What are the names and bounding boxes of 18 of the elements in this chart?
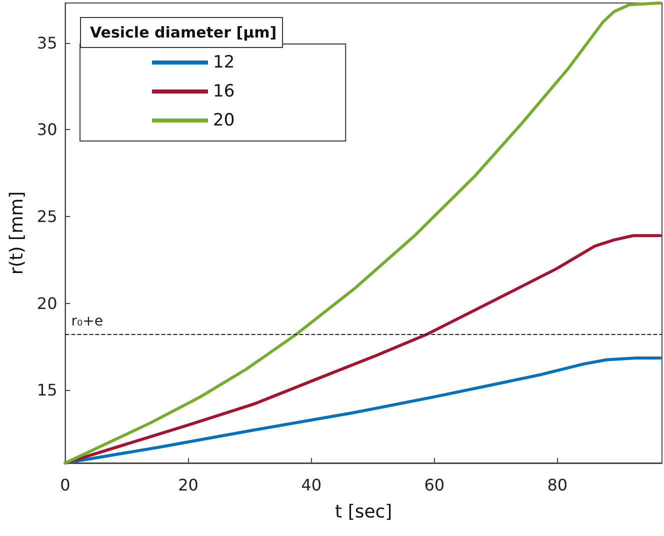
legend-title: Vesicle diameter [μm] [90,24,277,42]
x-tick-label: 0 [60,476,70,494]
legend-label: 20 [213,110,235,130]
x-axis-title: t [sec] [335,502,392,522]
legend-label: 12 [213,52,235,72]
y-tick-label: 35 [36,33,58,52]
x-tick-label: 80 [547,476,568,494]
x-tick-label: 40 [301,476,322,494]
y-tick-label: 15 [36,380,58,400]
y-tick-label: 25 [36,207,58,226]
legend-label: 16 [213,82,235,102]
y-tick-label: 30 [36,120,58,140]
y-tick-label: 20 [36,294,58,313]
y-axis-title: r(t) [mm] [6,191,28,275]
ref-line-label: r₀+e [71,314,103,330]
x-tick-label: 20 [178,476,198,494]
line-series [64,2,662,464]
x-tick-label: 60 [424,476,445,494]
